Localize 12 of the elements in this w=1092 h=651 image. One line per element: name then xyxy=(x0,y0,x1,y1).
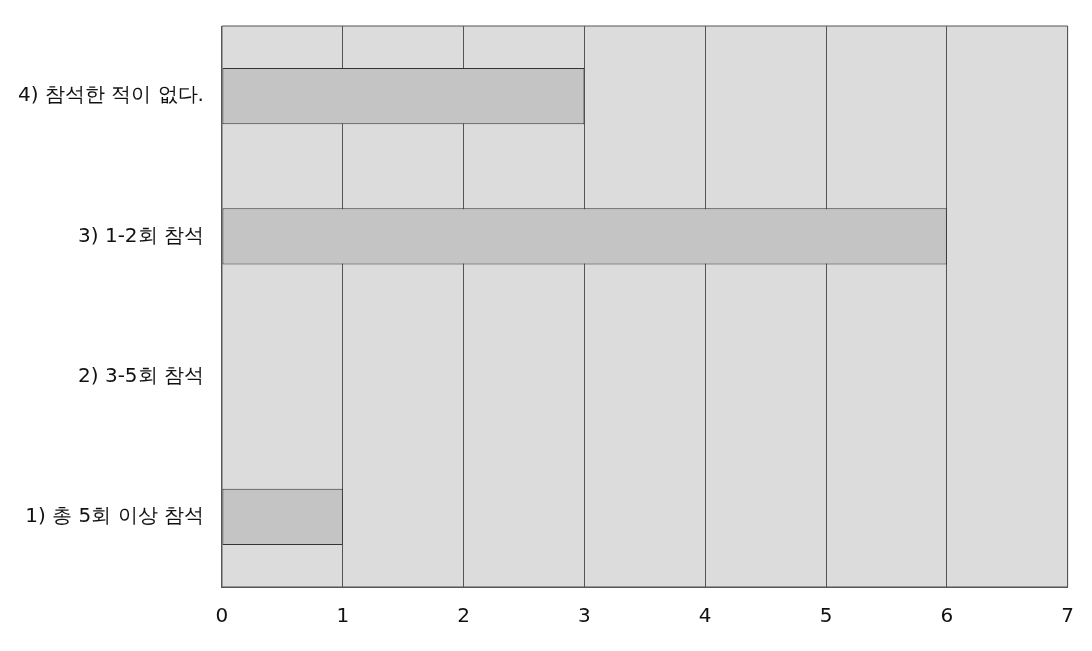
y-tick-label: 4) 참석한 적이 없다. xyxy=(17,82,204,107)
x-tick-label: 5 xyxy=(819,603,833,628)
y-tick-label: 1) 총 5회 이상 참석 xyxy=(25,503,204,528)
y-tick-label: 3) 1-2회 참석 xyxy=(78,222,204,247)
x-tick-label: 7 xyxy=(1061,603,1074,628)
x-tick-label: 3 xyxy=(578,603,591,628)
x-tick-label: 1 xyxy=(336,603,350,628)
y-tick-label: 2) 3-5회 참석 xyxy=(78,362,204,387)
x-tick-label: 6 xyxy=(940,603,954,628)
x-tick-label: 4 xyxy=(698,603,712,628)
x-tick-label: 2 xyxy=(457,603,470,628)
x-tick-label: 0 xyxy=(215,603,229,628)
